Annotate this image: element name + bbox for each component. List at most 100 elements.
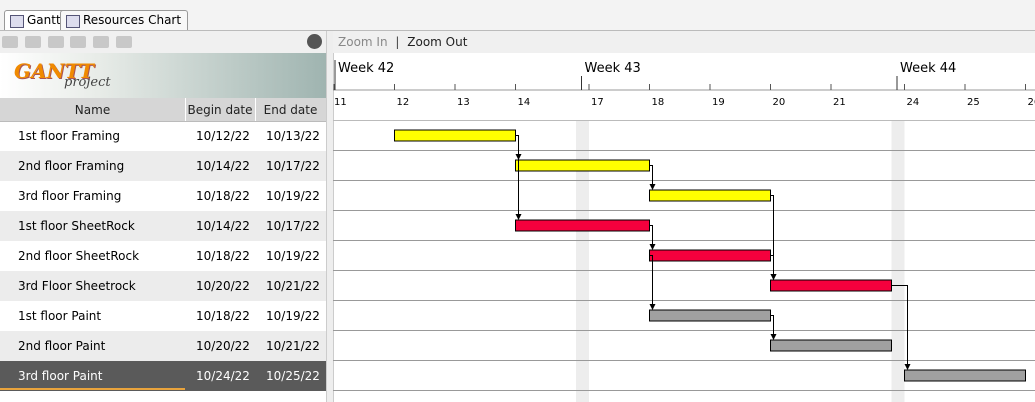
dependency: [515, 135, 519, 215]
tab-label: Resources Chart: [83, 13, 182, 27]
unindent[interactable]: [2, 36, 18, 48]
dependency: [770, 315, 774, 335]
task-row[interactable]: 3rd floor Framing 10/18/22 10/19/22: [0, 181, 326, 211]
task-row[interactable]: 2nd floor Paint 10/20/22 10/21/22: [0, 331, 326, 361]
day-label: 19: [712, 97, 725, 108]
task-bar: [394, 129, 516, 142]
day-label: 25: [967, 97, 980, 108]
arrow-head: [649, 244, 656, 250]
dependency: [770, 255, 774, 275]
task-bar: [770, 279, 892, 292]
indent[interactable]: [25, 36, 41, 48]
column-header[interactable]: End date: [263, 103, 318, 117]
task-row[interactable]: 1st floor Framing 10/12/22 10/13/22: [0, 121, 326, 151]
cell: 1st floor Framing: [18, 129, 120, 143]
cell: 10/19/22: [266, 309, 320, 323]
cell: 2nd floor Paint: [18, 339, 106, 353]
task-row[interactable]: 2nd floor Framing 10/14/22 10/17/22: [0, 151, 326, 181]
cell: 3rd Floor Sheetrock: [18, 279, 136, 293]
week-label: Week 43: [585, 61, 641, 76]
cell: 10/17/22: [266, 159, 320, 173]
day-label: 21: [833, 97, 846, 108]
dependency: [891, 285, 908, 365]
cell: 10/24/22: [196, 369, 250, 383]
day-label: 24: [907, 97, 920, 108]
task-row[interactable]: 3rd Floor Sheetrock 10/20/22 10/21/22: [0, 271, 326, 301]
column-header[interactable]: Name: [0, 98, 186, 121]
zoom-bar: Zoom In | Zoom Out: [333, 31, 1035, 53]
cell: 10/21/22: [266, 339, 320, 353]
day-label: 17: [591, 97, 604, 108]
cell: 2nd floor Framing: [18, 159, 125, 173]
cell: 10/18/22: [196, 309, 250, 323]
task-toolbar: [0, 31, 326, 53]
move-down[interactable]: [70, 36, 86, 48]
task-row[interactable]: 2nd floor SheetRock 10/18/22 10/19/22: [0, 241, 326, 271]
arrow-head: [649, 184, 656, 190]
dependency: [649, 225, 653, 245]
cell: 10/18/22: [196, 249, 250, 263]
zoom-out[interactable]: Zoom Out: [407, 35, 468, 49]
tab-label: Gantt: [27, 13, 61, 27]
day-label: 20: [773, 97, 786, 108]
task-bar: [649, 249, 771, 262]
tab-bar: Gantt Resources Chart: [0, 0, 1035, 31]
tab-resources[interactable]: Resources Chart: [60, 10, 189, 30]
task-bar: [515, 219, 650, 232]
splitter[interactable]: [326, 31, 334, 402]
arrow-head: [770, 334, 777, 340]
day-label: 18: [652, 97, 665, 108]
cell: 10/20/22: [196, 339, 250, 353]
zoom-in[interactable]: Zoom In: [338, 35, 388, 49]
cell: 1st floor SheetRock: [18, 219, 135, 233]
settings[interactable]: [307, 34, 322, 49]
separator: |: [395, 35, 400, 49]
cell: 10/14/22: [196, 159, 250, 173]
task-row[interactable]: 1st floor SheetRock 10/14/22 10/17/22: [0, 211, 326, 241]
day-label: 26: [1028, 97, 1035, 108]
cell: 1st floor Paint: [18, 309, 102, 323]
cell: 10/12/22: [196, 129, 250, 143]
edit-underline: [0, 388, 185, 390]
cell: 10/13/22: [266, 129, 320, 143]
task-bar: [515, 159, 650, 172]
day-label: 14: [518, 97, 531, 108]
week-label: Week 42: [338, 61, 394, 76]
cell: 10/25/22: [266, 369, 320, 383]
cell: 3rd floor Paint: [18, 369, 103, 383]
column-header[interactable]: Begin date: [185, 98, 256, 121]
arrow-head: [904, 364, 911, 370]
cell: 10/14/22: [196, 219, 250, 233]
logo: GANTT project: [0, 53, 326, 98]
day-label: 13: [457, 97, 470, 108]
dependency: [649, 255, 653, 305]
arrow-head: [515, 214, 522, 220]
day-label: 11: [334, 97, 347, 108]
day-label: 12: [397, 97, 410, 108]
cell: 10/21/22: [266, 279, 320, 293]
task-bar: [904, 369, 1026, 382]
task-row[interactable]: 1st floor Paint 10/18/22 10/19/22: [0, 301, 326, 331]
week-label: Week 44: [900, 61, 956, 76]
logo-word: GANTT: [14, 59, 94, 83]
cell: 10/17/22: [266, 219, 320, 233]
weekend: [891, 121, 905, 402]
move-up[interactable]: [48, 36, 64, 48]
arrow-head: [770, 274, 777, 280]
dependency: [649, 165, 653, 185]
task-bar: [770, 339, 892, 352]
unlink[interactable]: [116, 36, 132, 48]
table-header: Name Begin date End date: [0, 98, 326, 122]
weekend: [576, 121, 589, 402]
logo-sub: project: [64, 75, 111, 90]
task-bar: [649, 309, 771, 322]
task-bar: [649, 189, 771, 202]
cell: 10/19/22: [266, 249, 320, 263]
link[interactable]: [93, 36, 109, 48]
cell: 2nd floor SheetRock: [18, 249, 140, 263]
cell: 10/19/22: [266, 189, 320, 203]
cell: 10/20/22: [196, 279, 250, 293]
arrow-head: [649, 304, 656, 310]
task-row[interactable]: 3rd floor Paint 10/24/22 10/25/22: [0, 361, 326, 391]
